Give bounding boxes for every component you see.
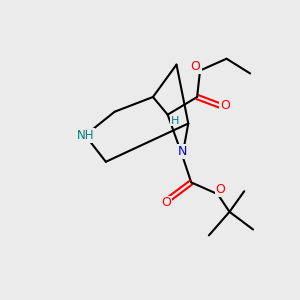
Text: N: N — [178, 145, 187, 158]
Text: O: O — [161, 196, 171, 209]
Text: O: O — [191, 60, 201, 73]
Text: H: H — [171, 116, 179, 126]
Text: O: O — [216, 183, 226, 196]
Text: O: O — [220, 99, 230, 112]
Text: NH: NH — [76, 129, 94, 142]
